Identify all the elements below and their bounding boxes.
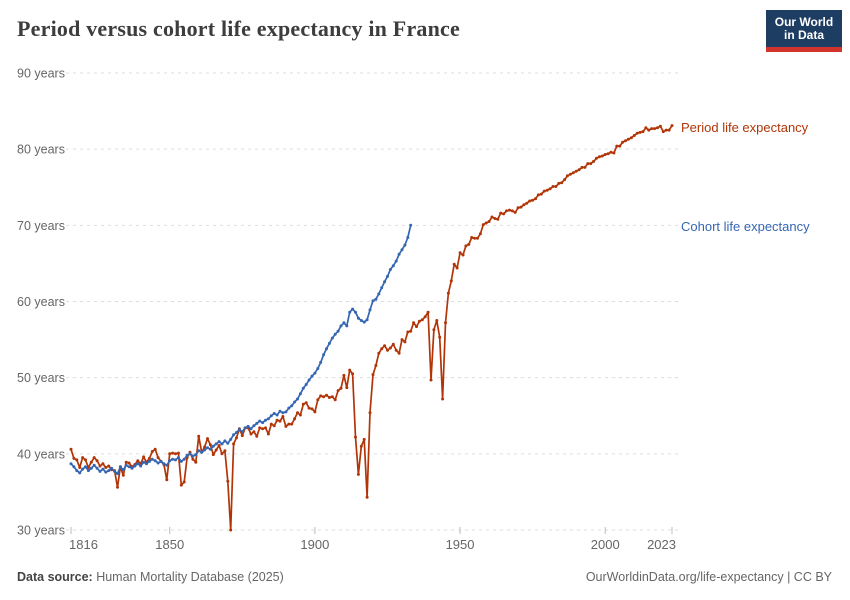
x-axis-tick-label: 2023 (647, 537, 676, 552)
data-source-value: Human Mortality Database (2025) (92, 570, 284, 584)
data-source-label: Data source: (17, 570, 93, 584)
x-axis-tick-label: 1816 (69, 537, 98, 552)
series-label-cohort[interactable]: Cohort life expectancy (681, 219, 810, 234)
period-point-markers (69, 124, 674, 532)
y-axis-tick-label: 80 years (17, 143, 65, 157)
y-axis-tick-label: 60 years (17, 295, 65, 309)
series-label-period[interactable]: Period life expectancy (681, 120, 809, 135)
owid-logo-line1: Our World (774, 14, 834, 29)
y-axis-tick-label: 30 years (17, 524, 65, 538)
owid-link[interactable]: OurWorldinData.org/life-expectancy | CC … (585, 570, 832, 584)
x-axis-tick-label: 1850 (155, 537, 184, 552)
x-axis-tick-label: 2000 (591, 537, 620, 552)
y-axis-tick-label: 70 years (17, 219, 65, 233)
page-title: Period versus cohort life expectancy in … (17, 16, 460, 41)
footer: Data source: Human Mortality Database (2… (0, 565, 850, 600)
x-axis-tick-label: 1900 (300, 537, 329, 552)
owid-logo[interactable]: Our World in Data (766, 10, 842, 52)
y-axis-tick-label: 40 years (17, 447, 65, 461)
y-axis-tick-label: 50 years (17, 371, 65, 385)
period-line[interactable] (70, 124, 673, 531)
data-source-note: Data source: Human Mortality Database (2… (17, 570, 284, 584)
cohort-point-markers (69, 223, 413, 476)
cohort-line[interactable] (70, 224, 412, 475)
x-axis-tick-label: 1950 (446, 537, 475, 552)
y-axis-tick-label: 90 years (17, 67, 65, 81)
owid-logo-line2: in Data (783, 27, 824, 42)
